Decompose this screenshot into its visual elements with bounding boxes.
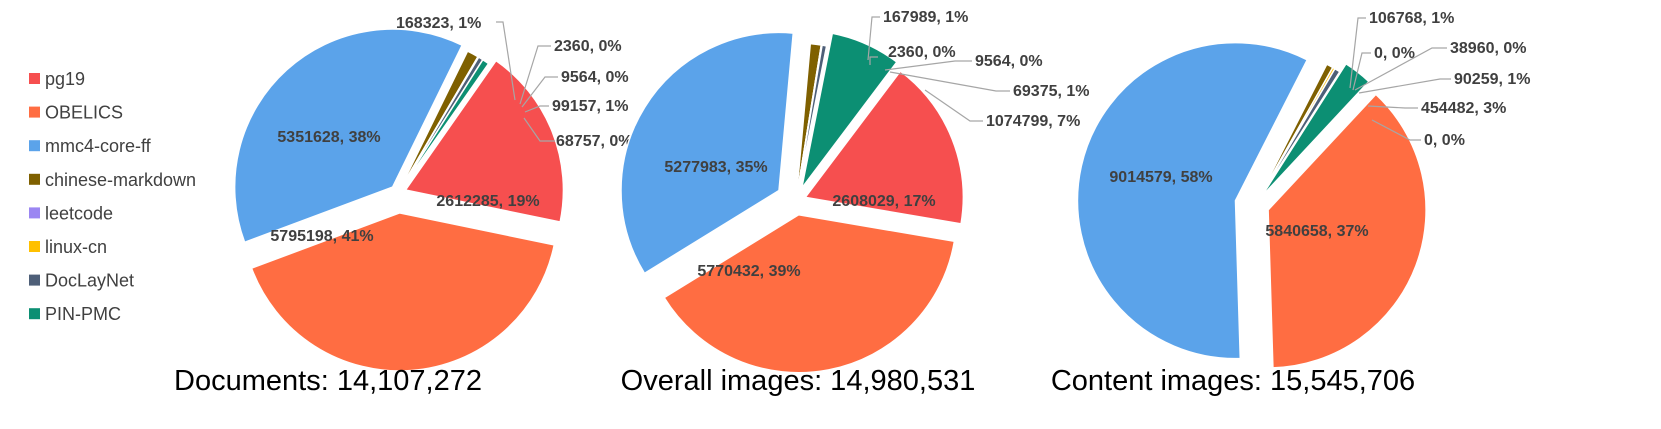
legend-swatch-linux-cn	[29, 241, 40, 252]
leader-line	[496, 21, 516, 101]
data-label-pin-pmc: 454482, 3%	[1421, 100, 1506, 117]
legend-item-chinese-markdown: chinese-markdown	[29, 170, 196, 190]
pie-slice-pin-pmc	[397, 58, 490, 194]
leader-line	[1371, 119, 1421, 141]
leader-line	[1349, 17, 1366, 89]
data-label-chinese-markdown: 167989, 1%	[883, 9, 968, 26]
data-label-doclaynet: 90259, 1%	[1454, 71, 1531, 88]
legend-item-pin-pmc: PIN-PMC	[29, 304, 121, 324]
pie-slice-doclaynet	[795, 44, 828, 202]
legend-label: mmc4-core-ff	[45, 136, 152, 156]
data-label-chinese-markdown: 106768, 1%	[1369, 10, 1454, 27]
data-label-pg19: 0, 0%	[1424, 132, 1465, 149]
pie-chart-3: 5840658, 37% 9014579, 58% 106768, 1% 0, 0% 3…	[1051, 10, 1531, 397]
leader-line	[867, 16, 880, 61]
pie-slice-mmc4-core-ff	[1076, 41, 1309, 360]
legend-item-linux-cn: linux-cn	[29, 237, 107, 257]
data-label-linux-cn: 9564, 0%	[975, 53, 1043, 70]
legend-swatch-doclaynet	[29, 274, 40, 286]
data-label-pg19: 2608029, 17%	[832, 193, 935, 210]
data-label-leetcode: 0, 0%	[1374, 45, 1415, 62]
data-label-pg19: 2612285, 19%	[436, 193, 539, 210]
pie-slice-obelics	[1267, 93, 1427, 369]
pie-slice-mmc4-core-ff	[620, 31, 795, 275]
legend-label: PIN-PMC	[45, 304, 121, 324]
legend-item-pg19: pg19	[29, 69, 85, 89]
pie-chart-2: 2608029, 17% 5770432, 39% 5277983, 35% 1679…	[620, 9, 1090, 397]
leader-line	[884, 60, 972, 71]
legend-swatch-chinese-markdown	[29, 173, 40, 185]
legend-label: leetcode	[45, 203, 113, 223]
data-label-leetcode: 2360, 0%	[888, 44, 956, 61]
leader-line	[889, 71, 1010, 92]
data-label-obelics: 5795198, 41%	[270, 228, 373, 245]
leader-line	[924, 89, 983, 122]
leader-line	[519, 45, 551, 105]
legend-label: linux-cn	[45, 237, 107, 257]
legend-label: chinese-markdown	[45, 170, 196, 190]
leader-line	[1352, 52, 1371, 91]
data-label-linux-cn: 38960, 0%	[1450, 40, 1527, 57]
pie-slice-obelics	[663, 213, 956, 374]
leader-line	[521, 76, 558, 108]
data-label-mmc4-core-ff: 5277983, 35%	[664, 159, 767, 176]
pie-slice-doclaynet	[1254, 67, 1341, 206]
data-label-linux-cn: 9564, 0%	[561, 69, 629, 86]
data-label-obelics: 5840658, 37%	[1265, 223, 1368, 240]
leader-line	[523, 117, 555, 142]
legend-item-leetcode: leetcode	[29, 203, 113, 223]
legend-label: pg19	[45, 69, 85, 89]
legend-swatch-pin-pmc	[29, 308, 40, 320]
legend-label: OBELICS	[45, 103, 123, 123]
leader-line	[1367, 105, 1418, 109]
data-label-pin-pmc: 1074799, 7%	[986, 113, 1080, 130]
pies: 2612285, 19% 5795198, 41% 5351628, 38% 1683…	[174, 9, 1530, 397]
data-label-chinese-markdown: 168323, 1%	[396, 15, 481, 32]
pie-slice-pg19	[803, 70, 964, 225]
data-label-leetcode: 2360, 0%	[554, 38, 622, 55]
legend-item-obelics: OBELICS	[29, 103, 123, 123]
data-label-pin-pmc: 99157, 1%	[552, 98, 629, 115]
chart-caption: Overall images: 14,980,531	[621, 365, 976, 397]
pie-slice-obelics	[250, 212, 556, 372]
data-label-doclaynet: 68757, 0%	[556, 133, 633, 150]
leader-line	[1358, 78, 1451, 94]
data-label-mmc4-core-ff: 5351628, 38%	[277, 129, 380, 146]
legend-item-mmc4-core-ff: mmc4-core-ff	[29, 136, 152, 156]
chart-caption: Documents: 14,107,272	[174, 365, 482, 397]
pie-slice-pg19	[404, 59, 565, 223]
leader-line	[1354, 47, 1447, 91]
data-label-obelics: 5770432, 39%	[697, 263, 800, 280]
legend-swatch-obelics	[29, 106, 40, 118]
pie-chart-1: 2612285, 19% 5795198, 41% 5351628, 38% 1683…	[174, 15, 632, 397]
data-label-mmc4-core-ff: 9014579, 58%	[1109, 169, 1212, 186]
chart-caption: Content images: 15,545,706	[1051, 365, 1415, 397]
leader-line	[869, 56, 878, 65]
pie-slice-mmc4-core-ff	[233, 28, 464, 244]
leader-line	[524, 105, 549, 113]
data-label-doclaynet: 69375, 1%	[1013, 83, 1090, 100]
legend: pg19 OBELICS mmc4-core-ff chinese-markdown l…	[29, 69, 196, 324]
legend-swatch-mmc4-core-ff	[29, 140, 40, 152]
legend-label: DocLayNet	[45, 271, 134, 291]
legend-item-doclaynet: DocLayNet	[29, 271, 134, 291]
pie-slice-pin-pmc	[800, 32, 898, 189]
legend-swatch-pg19	[29, 73, 40, 84]
legend-swatch-leetcode	[29, 207, 40, 219]
